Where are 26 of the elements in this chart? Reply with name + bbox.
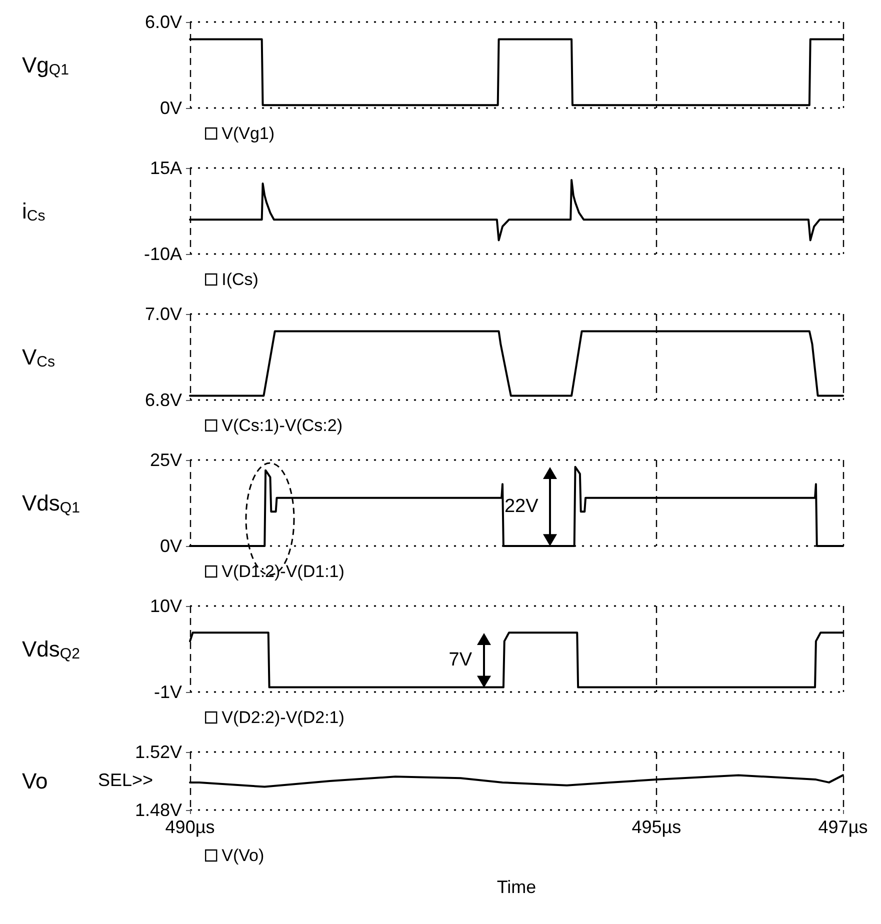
y-axis-title: Vo — [22, 768, 48, 794]
legend-label: V(D1:2)-V(D1:1) — [222, 562, 344, 581]
legend-label: V(Cs:1)-V(Cs:2) — [222, 416, 343, 435]
y-tick-label: -10A — [144, 244, 182, 264]
legend-label: I(Cs) — [222, 270, 258, 289]
y-tick-label: 7.0V — [144, 304, 182, 324]
y-tick-label: 10V — [150, 596, 182, 616]
annotation: 22V — [504, 496, 539, 517]
text: SEL>> — [98, 770, 154, 790]
x-axis-title: Time — [496, 877, 536, 897]
legend-label: V(Vo) — [222, 846, 264, 865]
y-tick-label: 0V — [160, 98, 182, 118]
legend-label: V(Vg1) — [222, 124, 275, 143]
x-tick-label: 495µs — [632, 817, 682, 837]
y-tick-label: 15A — [150, 158, 182, 178]
x-tick-label: 497µs — [818, 817, 868, 837]
y-tick-label: 1.48V — [134, 800, 182, 820]
y-tick-label: 0V — [160, 536, 182, 556]
y-tick-label: -1V — [154, 682, 182, 702]
y-tick-label: 6.8V — [144, 390, 182, 410]
y-tick-label: 6.0V — [144, 12, 182, 32]
y-tick-label: 25V — [150, 450, 182, 470]
y-tick-label: 1.52V — [134, 742, 182, 762]
x-tick-label: 490µs — [165, 817, 215, 837]
legend-label: V(D2:2)-V(D2:1) — [222, 708, 344, 727]
annotation: 7V — [448, 649, 472, 670]
